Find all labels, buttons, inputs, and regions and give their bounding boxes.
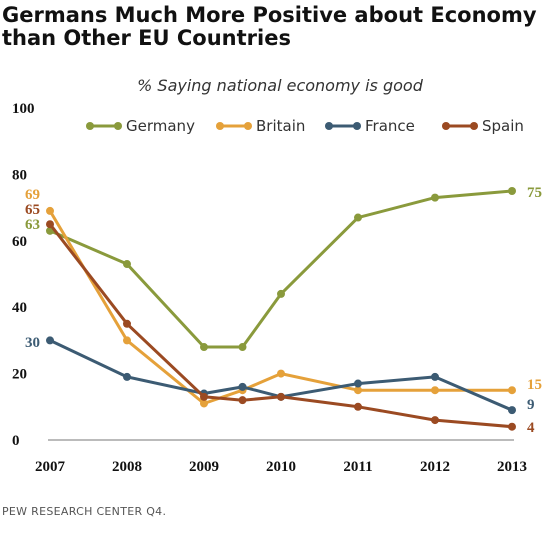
x-tick-label: 2010 [266, 459, 296, 475]
legend: Germany Britain France Spain [86, 117, 524, 135]
legend-label: Britain [256, 117, 305, 135]
legend-swatch-marker [325, 122, 333, 130]
data-point [123, 336, 131, 345]
series-britain [46, 206, 516, 408]
data-point [431, 372, 439, 381]
end-value-label: 15 [527, 377, 542, 393]
x-tick-label: 2007 [35, 459, 66, 475]
x-tick-label: 2009 [189, 459, 219, 475]
start-value-label: 63 [25, 217, 40, 233]
series-france [46, 336, 516, 415]
start-value-label: 69 [25, 187, 40, 203]
data-point [354, 402, 362, 411]
x-tick-label: 2013 [497, 459, 527, 475]
data-point [508, 187, 516, 195]
data-point [46, 206, 54, 215]
data-point [431, 386, 439, 395]
data-point [200, 343, 208, 352]
y-tick-label: 0 [12, 433, 20, 449]
legend-swatch-marker [470, 122, 478, 130]
start-value-label: 30 [25, 335, 40, 351]
legend-swatch-marker [86, 122, 94, 130]
series-line [48, 189, 514, 349]
data-point [46, 336, 54, 345]
data-point [431, 416, 439, 425]
series-line [48, 209, 514, 405]
legend-swatch-marker [244, 122, 252, 130]
data-point [123, 260, 131, 269]
legend-label: France [365, 117, 415, 135]
y-tick-label: 100 [12, 101, 35, 117]
data-point [508, 386, 516, 395]
data-point [431, 193, 439, 202]
x-axis-ticks: 2007 2008 2009 2010 2011 2012 2013 [35, 459, 527, 475]
start-value-label: 65 [25, 202, 40, 218]
end-value-label: 4 [527, 420, 535, 436]
data-point [354, 379, 362, 388]
y-tick-label: 80 [12, 167, 27, 183]
data-point [238, 343, 247, 352]
x-tick-label: 2012 [420, 459, 450, 475]
data-point [354, 213, 362, 222]
legend-swatch-marker [216, 122, 224, 130]
y-axis-ticks: 0 20 40 60 80 100 [12, 101, 35, 449]
y-tick-label: 40 [12, 300, 27, 316]
y-tick-label: 20 [12, 367, 27, 383]
data-point [238, 396, 247, 405]
data-point [200, 399, 208, 408]
chart-subtitle: % Saying national economy is good [137, 76, 423, 95]
data-point [277, 369, 285, 378]
chart-title: Germans Much More Positive about Economy… [2, 3, 537, 50]
data-point [508, 422, 516, 431]
series-line [48, 222, 514, 429]
end-value-label: 9 [527, 397, 535, 413]
legend-swatch-marker [442, 122, 450, 130]
line-chart: 0 20 40 60 80 100 2007 2008 2009 2010 2011 2012 201… [12, 101, 542, 475]
data-point [46, 220, 54, 229]
legend-swatch-marker [114, 122, 122, 130]
y-tick-label: 60 [12, 234, 27, 250]
data-point [123, 372, 131, 381]
data-point [200, 392, 208, 401]
series-layer [46, 187, 516, 431]
legend-label: Spain [482, 117, 524, 135]
data-point [277, 289, 285, 298]
series-germany [46, 187, 516, 352]
x-tick-label: 2008 [112, 459, 142, 475]
legend-swatch-marker [353, 122, 361, 130]
data-point [238, 382, 247, 391]
data-point [277, 392, 285, 401]
end-value-label: 75 [527, 185, 542, 201]
legend-label: Germany [126, 117, 195, 135]
series-line [48, 338, 514, 412]
data-labels: 63 75 69 15 30 9 65 4 [25, 185, 542, 436]
data-point [123, 319, 131, 328]
x-tick-label: 2011 [343, 459, 372, 475]
data-point [508, 406, 516, 415]
series-spain [46, 220, 516, 431]
source-note: PEW RESEARCH CENTER Q4. [2, 505, 167, 518]
data-point [354, 386, 362, 395]
